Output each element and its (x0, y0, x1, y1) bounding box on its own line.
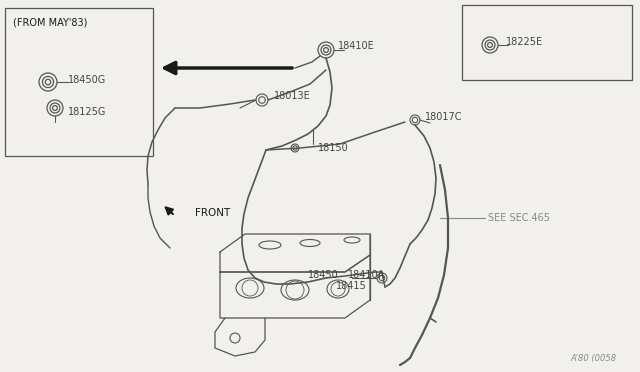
Text: 18415: 18415 (336, 281, 367, 291)
Bar (5, 8, 153, 156)
Text: A'80 (0058: A'80 (0058 (570, 353, 616, 362)
Bar (462, 5, 632, 80)
Text: 18450: 18450 (308, 270, 339, 280)
Text: (FROM MAY'83): (FROM MAY'83) (13, 17, 88, 27)
Text: 18150: 18150 (318, 143, 349, 153)
Text: 18017C: 18017C (425, 112, 463, 122)
Text: 18410E: 18410E (338, 41, 375, 51)
Text: 18125G: 18125G (68, 107, 106, 117)
Text: 18450G: 18450G (68, 75, 106, 85)
Text: 18013E: 18013E (274, 91, 311, 101)
Text: SEE SEC.465: SEE SEC.465 (488, 213, 550, 223)
Text: FRONT: FRONT (195, 208, 230, 218)
Text: 18410A: 18410A (348, 270, 385, 280)
Text: 18225E: 18225E (506, 37, 543, 47)
